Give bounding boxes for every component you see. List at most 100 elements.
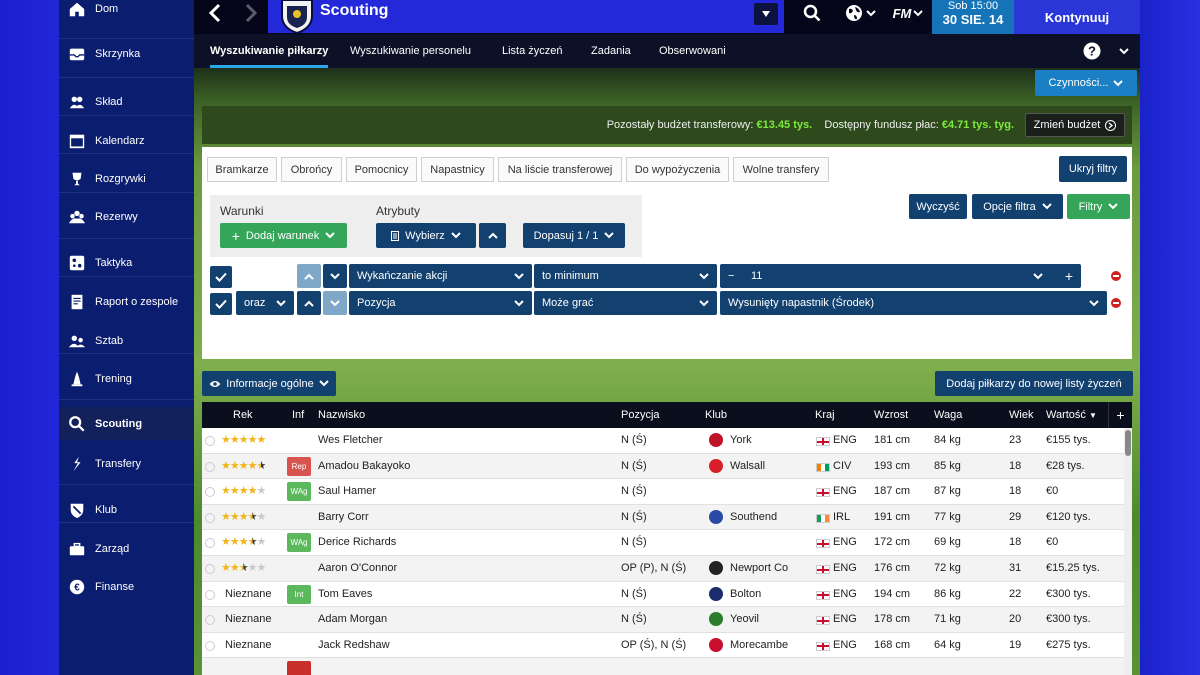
player-club[interactable]: Bolton xyxy=(730,587,762,600)
table-row[interactable]: Nieznane Adam Morgan N (Ś) Yeovil ENG 178 cm 7… xyxy=(202,607,1124,633)
general-info-button[interactable]: Informacje ogólne xyxy=(202,371,336,396)
rule-2-field-select[interactable]: Pozycja xyxy=(349,291,532,315)
continue-button[interactable]: Kontynuuj xyxy=(1014,0,1140,34)
row-select-radio[interactable] xyxy=(205,615,215,626)
tab-shortlist[interactable]: Lista życzeń xyxy=(502,45,563,57)
clear-button[interactable]: Wyczyść xyxy=(909,194,967,219)
sidebar-item-zarząd[interactable]: Zarząd xyxy=(59,531,194,567)
row-select-radio[interactable] xyxy=(205,564,215,574)
chip-defenders[interactable]: Obrońcy xyxy=(281,157,342,182)
sidebar-item-klub[interactable]: Klub xyxy=(59,492,194,528)
select-attributes-button[interactable]: Wybierz xyxy=(376,223,476,248)
rule-1-value-stepper[interactable]: − 11 + xyxy=(720,264,1081,288)
player-name[interactable]: Barry Corr xyxy=(318,510,369,523)
sidebar-item-raport-o-zespole[interactable]: Raport o zespole xyxy=(59,284,194,320)
player-name[interactable]: Adam Morgan xyxy=(318,613,388,626)
table-row[interactable]: ★★★★★ Rep Amadou Bakayoko N (Ś) Walsall CIV 19… xyxy=(202,453,1124,480)
player-name[interactable]: Saul Hamer xyxy=(318,485,377,498)
chip-goalkeepers[interactable]: Bramkarze xyxy=(207,157,277,182)
row-select-radio[interactable] xyxy=(205,640,215,651)
chip-strikers[interactable]: Napastnicy xyxy=(421,157,494,182)
collapse-attributes-button[interactable] xyxy=(479,223,506,248)
increment-button[interactable]: + xyxy=(1064,268,1073,284)
player-club[interactable]: Morecambe xyxy=(730,638,789,651)
table-row[interactable]: Nieznane Int Tom Eaves N (Ś) Bolton ENG 194 cm… xyxy=(202,582,1124,608)
more-menu-button[interactable] xyxy=(1110,36,1138,66)
actions-button[interactable]: Czynności... xyxy=(1035,70,1137,96)
fit-dropdown[interactable]: Dopasuj 1 / 1 xyxy=(523,223,625,248)
filter-options-button[interactable]: Opcje filtra xyxy=(972,194,1063,219)
add-condition-button[interactable]: + Dodaj warunek xyxy=(220,223,347,248)
col-position[interactable]: Pozycja xyxy=(621,409,660,421)
add-to-shortlist-button[interactable]: Dodaj piłkarzy do nowej listy życzeń xyxy=(935,371,1133,396)
col-weight[interactable]: Waga xyxy=(934,409,963,421)
rule-2-move-down-button[interactable] xyxy=(323,291,347,315)
sidebar-item-transfery[interactable]: Transfery xyxy=(59,446,194,482)
row-select-radio[interactable] xyxy=(205,436,215,446)
col-name[interactable]: Nazwisko xyxy=(318,409,366,421)
sidebar-item-dom[interactable]: Dom xyxy=(59,0,194,18)
col-recommendation[interactable]: Rek xyxy=(233,409,253,421)
forward-button[interactable] xyxy=(236,0,266,26)
sidebar-item-skrzynka[interactable]: Skrzynka xyxy=(59,36,194,72)
player-name[interactable]: Amadou Bakayoko xyxy=(318,459,411,472)
table-row[interactable]: ★★★★★ WAg Saul Hamer N (Ś) ENG 187 cm 87 kg 18 €… xyxy=(202,479,1124,505)
player-name[interactable]: Jack Redshaw xyxy=(318,638,390,651)
col-age[interactable]: Wiek xyxy=(1009,409,1034,421)
player-name[interactable]: Derice Richards xyxy=(318,536,397,549)
fm-menu-button[interactable]: FM xyxy=(886,0,930,26)
row-select-radio[interactable] xyxy=(205,512,215,523)
sidebar-item-scouting[interactable]: Scouting xyxy=(59,407,194,440)
table-row[interactable]: ★★★★★ WAg Derice Richards N (Ś) ENG 172 cm 69 … xyxy=(202,530,1124,556)
row-select-radio[interactable] xyxy=(205,538,215,549)
chip-midfielders[interactable]: Pomocnicy xyxy=(346,157,417,182)
col-value[interactable]: Wartość ▼ xyxy=(1046,402,1097,428)
player-club[interactable]: Southend xyxy=(730,510,778,523)
player-name[interactable]: Tom Eaves xyxy=(318,587,373,600)
row-select-radio[interactable] xyxy=(205,487,215,498)
table-row[interactable]: ★★★★★ Aaron O'Connor OP (P), N (Ś) Newport … xyxy=(202,556,1124,582)
rule-2-remove-icon[interactable] xyxy=(1111,298,1121,308)
sidebar-item-taktyka[interactable]: Taktyka xyxy=(59,245,194,281)
rule-2-move-up-button[interactable] xyxy=(297,291,321,315)
search-button[interactable] xyxy=(790,0,834,26)
col-club[interactable]: Klub xyxy=(705,409,728,421)
sidebar-item-skład[interactable]: Skład xyxy=(59,84,194,120)
table-row[interactable]: ★★★★★ Wes Fletcher N (Ś) York ENG 181 cm 84 kg… xyxy=(202,428,1124,454)
hide-filters-button[interactable]: Ukryj filtry xyxy=(1059,156,1127,182)
col-info[interactable]: Inf xyxy=(292,409,305,421)
rule-2-value-select[interactable]: Wysunięty napastnik (Środek) xyxy=(720,291,1107,315)
rule-1-move-up-button[interactable] xyxy=(297,264,321,288)
sidebar-item-sztab[interactable]: Sztab xyxy=(59,323,194,359)
col-country[interactable]: Kraj xyxy=(815,409,835,421)
player-name[interactable]: Aaron O'Connor xyxy=(318,562,398,574)
row-select-radio[interactable] xyxy=(205,461,215,472)
tab-staff-search[interactable]: Wyszukiwanie personelu xyxy=(350,45,471,57)
rule-1-remove-icon[interactable] xyxy=(1111,271,1121,281)
player-club[interactable]: Walsall xyxy=(730,459,766,472)
player-club[interactable]: Yeovil xyxy=(730,613,759,626)
chip-transfer-listed[interactable]: Na liście transferowej xyxy=(498,157,622,182)
rule-2-operator-select[interactable]: Może grać xyxy=(534,291,717,315)
row-select-radio[interactable] xyxy=(205,589,215,600)
tab-player-search[interactable]: Wyszukiwanie piłkarzy xyxy=(210,34,329,68)
table-row[interactable]: ★★★★★ Barry Corr N (Ś) Southend IRL 191 cm 77 … xyxy=(202,504,1124,531)
filters-button[interactable]: Filtry xyxy=(1067,194,1130,219)
player-club[interactable]: York xyxy=(730,434,752,446)
tab-watched[interactable]: Obserwowani xyxy=(659,45,726,57)
table-scrollbar[interactable] xyxy=(1124,428,1132,675)
table-row[interactable] xyxy=(202,658,1124,675)
sidebar-item-rozgrywki[interactable]: Rozgrywki xyxy=(59,161,194,197)
sidebar-item-kalendarz[interactable]: Kalendarz xyxy=(59,123,194,159)
back-button[interactable] xyxy=(200,0,230,26)
scrollbar-thumb[interactable] xyxy=(1125,430,1131,456)
player-club[interactable]: Newport Co xyxy=(730,562,789,574)
sidebar-item-finanse[interactable]: € Finanse xyxy=(59,569,194,605)
rule-1-checkbox[interactable] xyxy=(210,266,232,288)
tab-tasks[interactable]: Zadania xyxy=(591,45,631,57)
rule-2-checkbox[interactable] xyxy=(210,293,232,315)
sidebar-item-rezerwy[interactable]: Rezerwy xyxy=(59,199,194,235)
rule-1-move-down-button[interactable] xyxy=(323,264,347,288)
change-budget-button[interactable]: Zmień budżet xyxy=(1025,113,1125,137)
table-row[interactable]: Nieznane Jack Redshaw OP (Ś), N (Ś) Morecam… xyxy=(202,633,1124,659)
